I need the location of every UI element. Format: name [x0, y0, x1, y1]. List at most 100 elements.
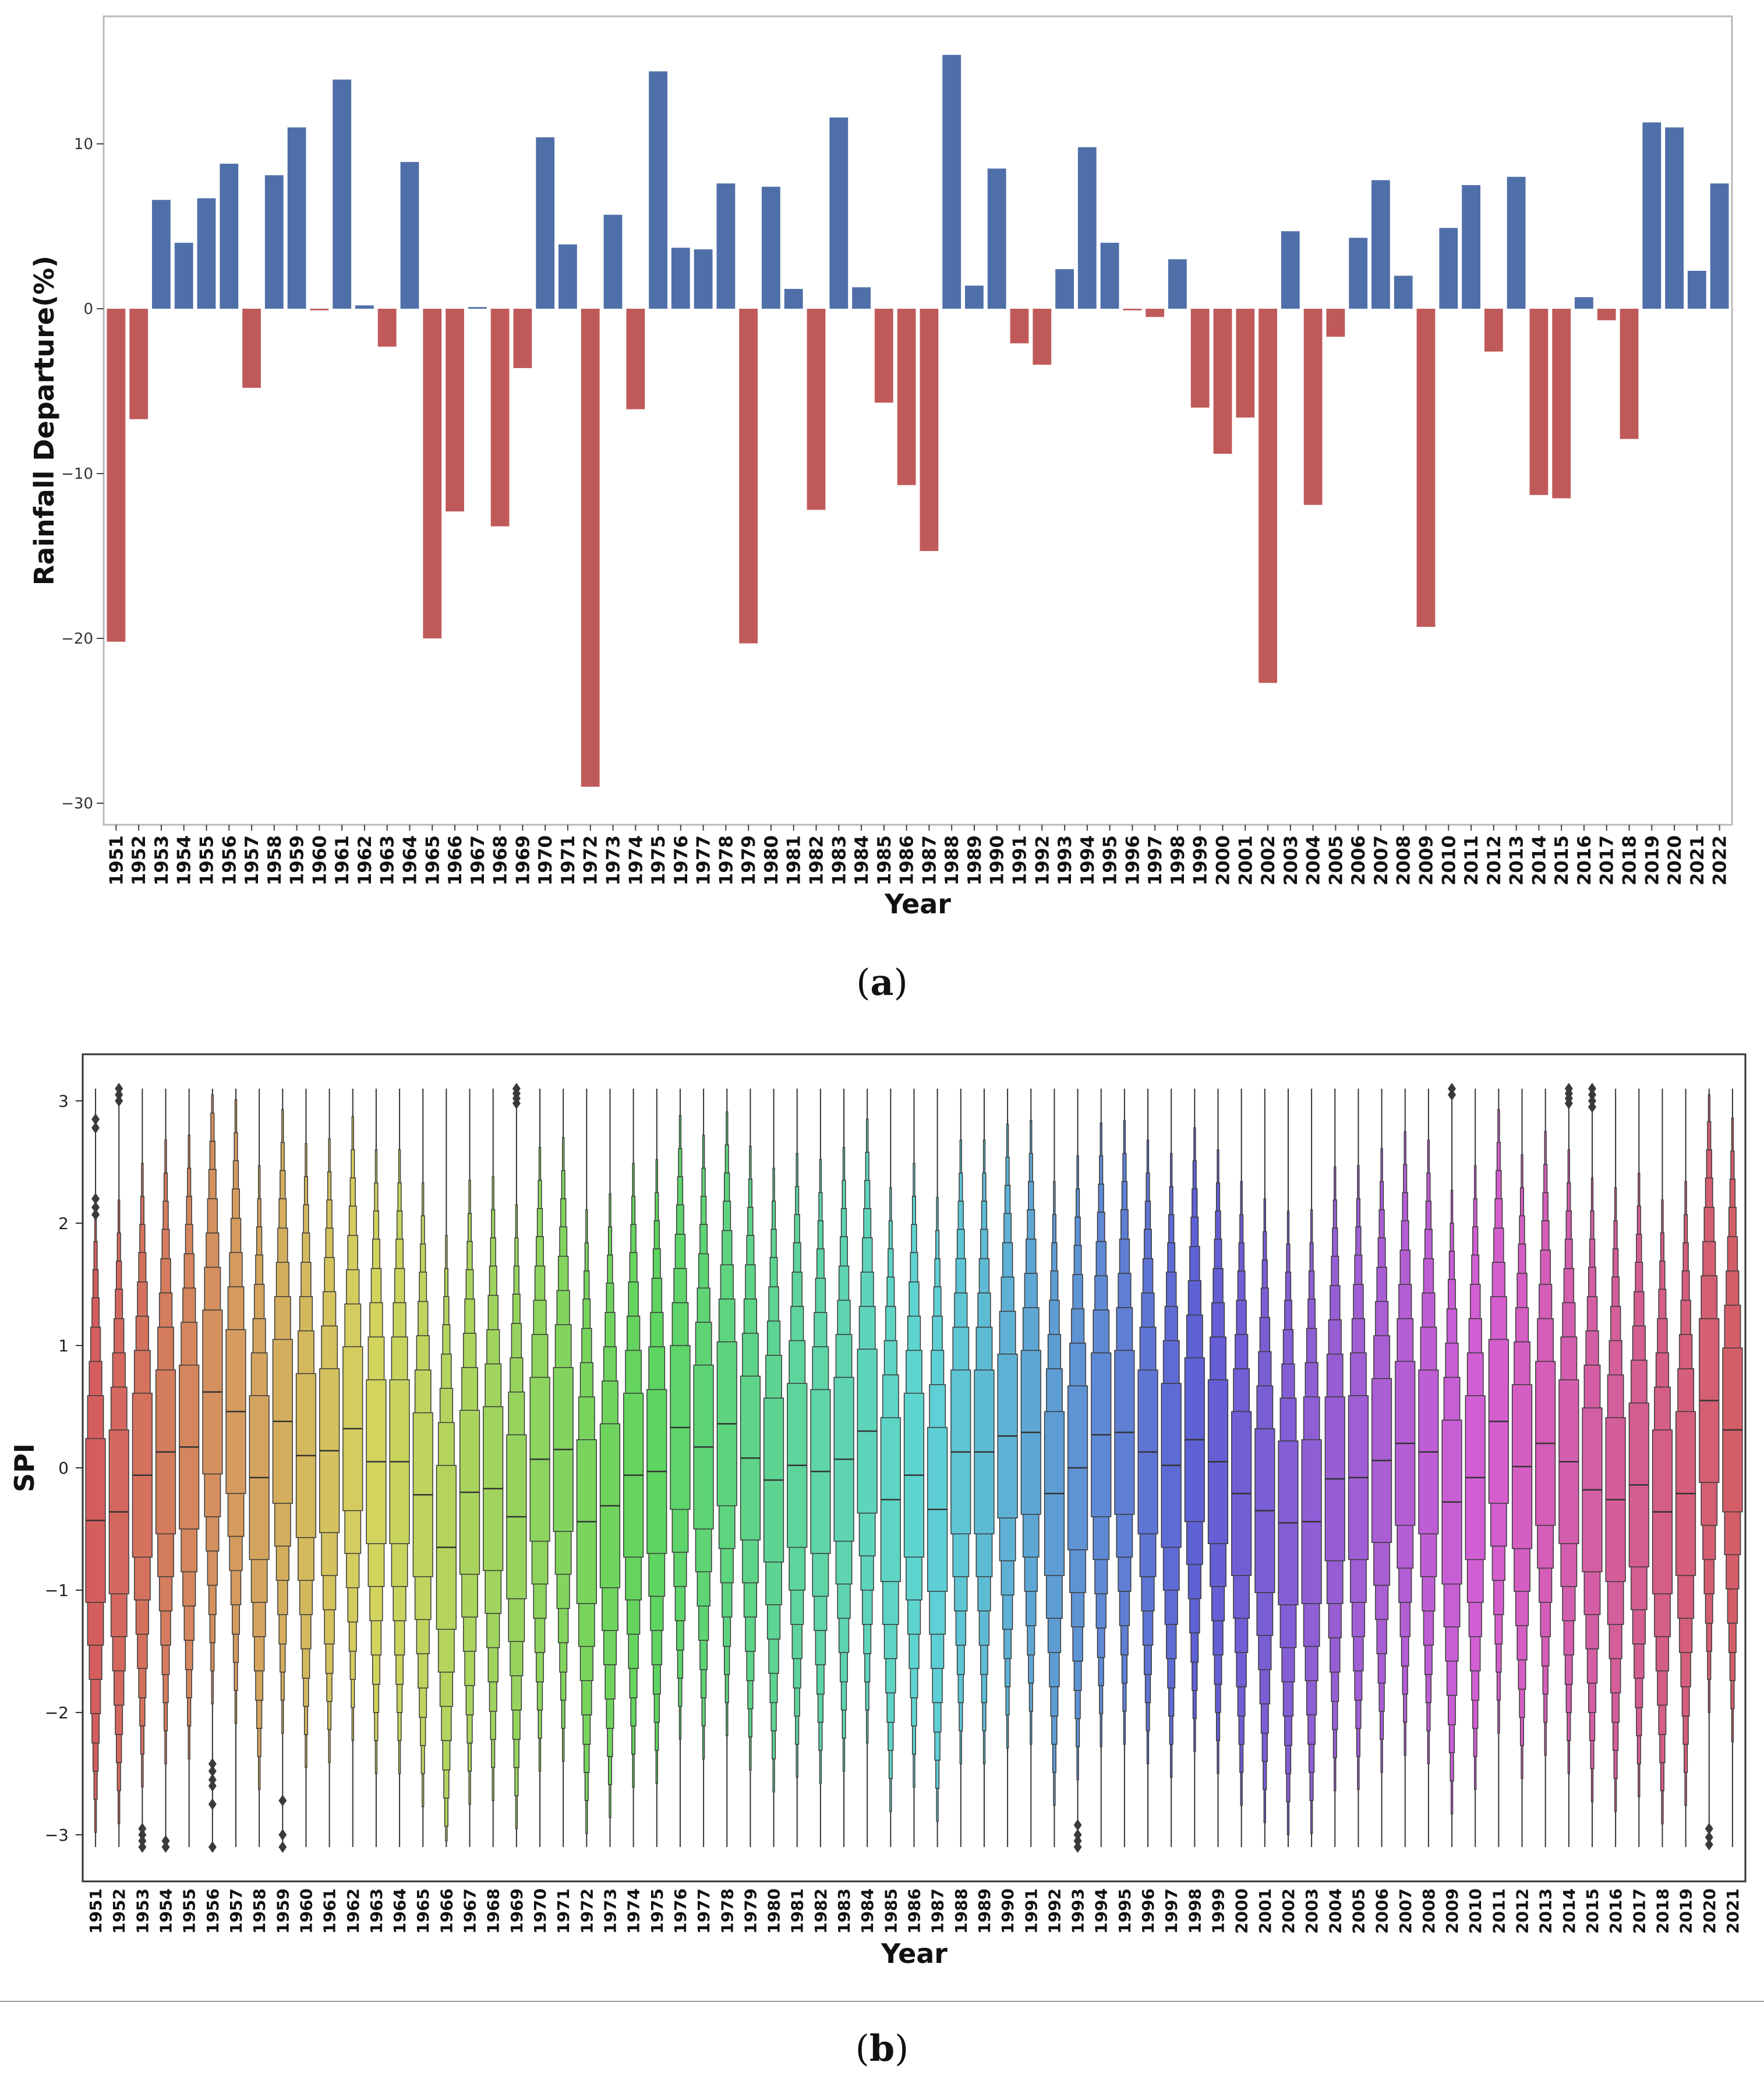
- bar-1968: [490, 309, 510, 527]
- bar-1955: [197, 198, 216, 309]
- boxen-1957: [225, 1089, 246, 1847]
- outlier-point: [1588, 1089, 1596, 1101]
- x-tick-label: 1972: [577, 1888, 596, 1934]
- bar-2021: [1687, 270, 1706, 309]
- x-tick-label: 1951: [86, 1888, 105, 1934]
- x-tick-label: 1959: [273, 1888, 292, 1934]
- outlier-point: [91, 1193, 100, 1205]
- y-tick-label: −2: [45, 1703, 69, 1722]
- x-tick-label: 2011: [1489, 1888, 1508, 1934]
- x-tick-label: 1980: [765, 1888, 784, 1934]
- x-tick-label: 2007: [1396, 1888, 1415, 1934]
- bar-2016: [1575, 297, 1593, 309]
- bar-2011: [1462, 185, 1480, 309]
- x-tick-label: 2008: [1394, 835, 1415, 885]
- x-tick-label: 1963: [367, 1888, 386, 1934]
- boxen-1978: [716, 1089, 737, 1847]
- bar-2010: [1439, 228, 1458, 309]
- boxen-1968: [483, 1089, 504, 1847]
- boxen-1998: [1184, 1089, 1205, 1847]
- x-tick-label: 1988: [952, 1888, 971, 1934]
- x-tick-label: 1989: [964, 835, 985, 885]
- boxen-1971: [553, 1089, 574, 1847]
- x-tick-label: 1966: [445, 835, 466, 885]
- boxen-1983: [833, 1089, 854, 1847]
- bar-1965: [423, 309, 442, 638]
- x-tick-label: 2018: [1653, 1888, 1673, 1934]
- x-tick-label: 1961: [320, 1888, 340, 1934]
- boxen-1951: [85, 1089, 106, 1847]
- bar-1960: [310, 309, 329, 310]
- boxen-1974: [623, 1089, 644, 1847]
- outlier-point: [208, 1774, 217, 1786]
- boxen-2006: [1371, 1089, 1392, 1847]
- x-tick-label: 1968: [490, 835, 511, 885]
- x-tick-label: 1975: [648, 1888, 667, 1934]
- x-tick-label: 1958: [250, 1888, 269, 1934]
- boxen-1986: [903, 1089, 925, 1847]
- boxen-1997: [1161, 1089, 1182, 1847]
- x-tick-label: 1961: [332, 835, 353, 885]
- boxen-1965: [412, 1089, 433, 1847]
- x-tick-label: 1973: [601, 1888, 620, 1934]
- x-tick-label: 1978: [716, 835, 737, 885]
- boxen-1960: [295, 1089, 317, 1847]
- x-tick-label: 2021: [1723, 1888, 1742, 1934]
- x-tick-label: 1960: [309, 835, 330, 885]
- boxen-2019: [1675, 1089, 1696, 1847]
- x-tick-label: 2010: [1438, 835, 1459, 885]
- boxen-1999: [1207, 1089, 1229, 1847]
- x-tick-label: 1976: [671, 835, 692, 885]
- bar-1973: [603, 214, 623, 309]
- x-tick-label: 2011: [1461, 835, 1482, 885]
- y-tick-label: −20: [61, 630, 93, 648]
- outlier-point: [1705, 1831, 1713, 1844]
- x-tick-label: 1989: [975, 1888, 994, 1934]
- x-tick-label: 2002: [1258, 835, 1279, 885]
- x-tick-label: 2000: [1213, 835, 1234, 885]
- x-tick-label: 1990: [998, 1888, 1017, 1934]
- boxen-1980: [763, 1089, 784, 1847]
- x-tick-label: 1995: [1115, 1888, 1134, 1934]
- boxen-2020: [1699, 1089, 1720, 1851]
- x-tick-label: 1966: [437, 1888, 456, 1934]
- y-axis-label: SPI: [9, 1443, 40, 1492]
- boxen-1972: [576, 1089, 597, 1847]
- y-tick-label: 0: [83, 301, 93, 318]
- bar-1987: [920, 309, 939, 551]
- y-tick-label: 10: [74, 136, 93, 153]
- x-tick-label: 2016: [1574, 835, 1595, 885]
- bar-1997: [1146, 309, 1165, 317]
- x-tick-label: 2015: [1583, 1888, 1602, 1934]
- x-tick-label: 1964: [390, 1888, 409, 1934]
- outlier-point: [1588, 1101, 1596, 1113]
- bar-1956: [220, 164, 239, 309]
- bar-1999: [1190, 309, 1210, 408]
- bar-2012: [1484, 309, 1503, 352]
- boxen-1967: [459, 1089, 480, 1847]
- x-tick-label: 2007: [1371, 835, 1392, 885]
- boxen-1956: [202, 1089, 223, 1853]
- bar-1976: [671, 248, 690, 309]
- x-tick-label: 2018: [1620, 835, 1641, 885]
- outlier-point: [161, 1841, 170, 1853]
- x-tick-label: 2005: [1349, 1888, 1368, 1934]
- x-tick-label: 1993: [1069, 1888, 1088, 1934]
- bar-1991: [1010, 309, 1029, 344]
- outlier-point: [208, 1798, 217, 1810]
- bar-1990: [987, 168, 1006, 309]
- x-tick-label: 1977: [694, 835, 715, 885]
- x-tick-label: 1981: [784, 835, 805, 885]
- x-tick-label: 1974: [624, 1888, 644, 1934]
- x-tick-label: 2004: [1303, 835, 1324, 885]
- outlier-point: [208, 1841, 217, 1853]
- x-tick-label: 1975: [648, 835, 669, 885]
- bar-1952: [129, 309, 149, 419]
- x-tick-label: 1954: [174, 835, 195, 885]
- x-tick-label: 2005: [1325, 835, 1346, 885]
- y-tick-label: 3: [58, 1092, 69, 1111]
- outlier-point: [1705, 1838, 1713, 1851]
- x-tick-label: 1990: [987, 835, 1008, 885]
- y-tick-label: 1: [58, 1336, 69, 1355]
